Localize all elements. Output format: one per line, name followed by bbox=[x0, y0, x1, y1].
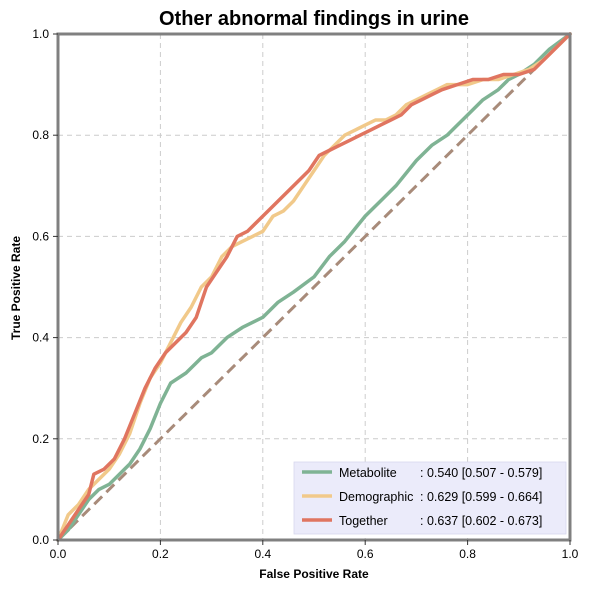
legend-background bbox=[293, 461, 567, 535]
legend-label-together: Together bbox=[339, 514, 388, 528]
y-tick-label-1: 0.2 bbox=[32, 432, 49, 446]
chance-diagonal-line bbox=[56, 32, 572, 542]
plot-frame bbox=[56, 32, 572, 542]
y-tick-label-4: 0.8 bbox=[32, 128, 49, 142]
x-tick-label-4: 0.8 bbox=[459, 547, 476, 561]
legend: Metabolite : 0.540 [0.507 - 0.579] Demog… bbox=[293, 461, 567, 535]
y-axis-label: True Positive Rate bbox=[9, 236, 23, 340]
x-tick-label-0: 0.0 bbox=[50, 547, 67, 561]
plot-border bbox=[56, 32, 572, 542]
x-tick-label-1: 0.2 bbox=[152, 547, 169, 561]
roc-curve-together bbox=[56, 32, 572, 542]
chart-title: Other abnormal findings in urine bbox=[159, 8, 469, 30]
roc-curve-metabolite bbox=[56, 32, 572, 542]
y-tick-label-2: 0.4 bbox=[32, 331, 49, 345]
y-tick-label-3: 0.6 bbox=[32, 229, 49, 243]
reference-diagonal bbox=[56, 32, 572, 542]
legend-label-metabolite: Metabolite bbox=[339, 466, 397, 480]
legend-label-demographic: Demographic bbox=[339, 490, 413, 504]
legend-stats-metabolite: : 0.540 [0.507 - 0.579] bbox=[420, 466, 542, 480]
roc-curves bbox=[56, 32, 572, 542]
x-axis-label: False Positive Rate bbox=[259, 567, 369, 581]
legend-stats-demographic: : 0.629 [0.599 - 0.664] bbox=[420, 490, 542, 504]
x-tick-label-5: 1.0 bbox=[562, 547, 579, 561]
x-tick-label-2: 0.4 bbox=[254, 547, 271, 561]
legend-stats-together: : 0.637 [0.602 - 0.673] bbox=[420, 514, 542, 528]
y-tick-label-0: 0.0 bbox=[32, 533, 49, 547]
axis-ticks: 0.0 0.2 0.4 0.6 0.8 1.0 0.0 0.2 0.4 0.6 0.8 1.0 bbox=[32, 27, 578, 561]
x-tick-label-3: 0.6 bbox=[357, 547, 374, 561]
y-tick-label-5: 1.0 bbox=[32, 27, 49, 41]
